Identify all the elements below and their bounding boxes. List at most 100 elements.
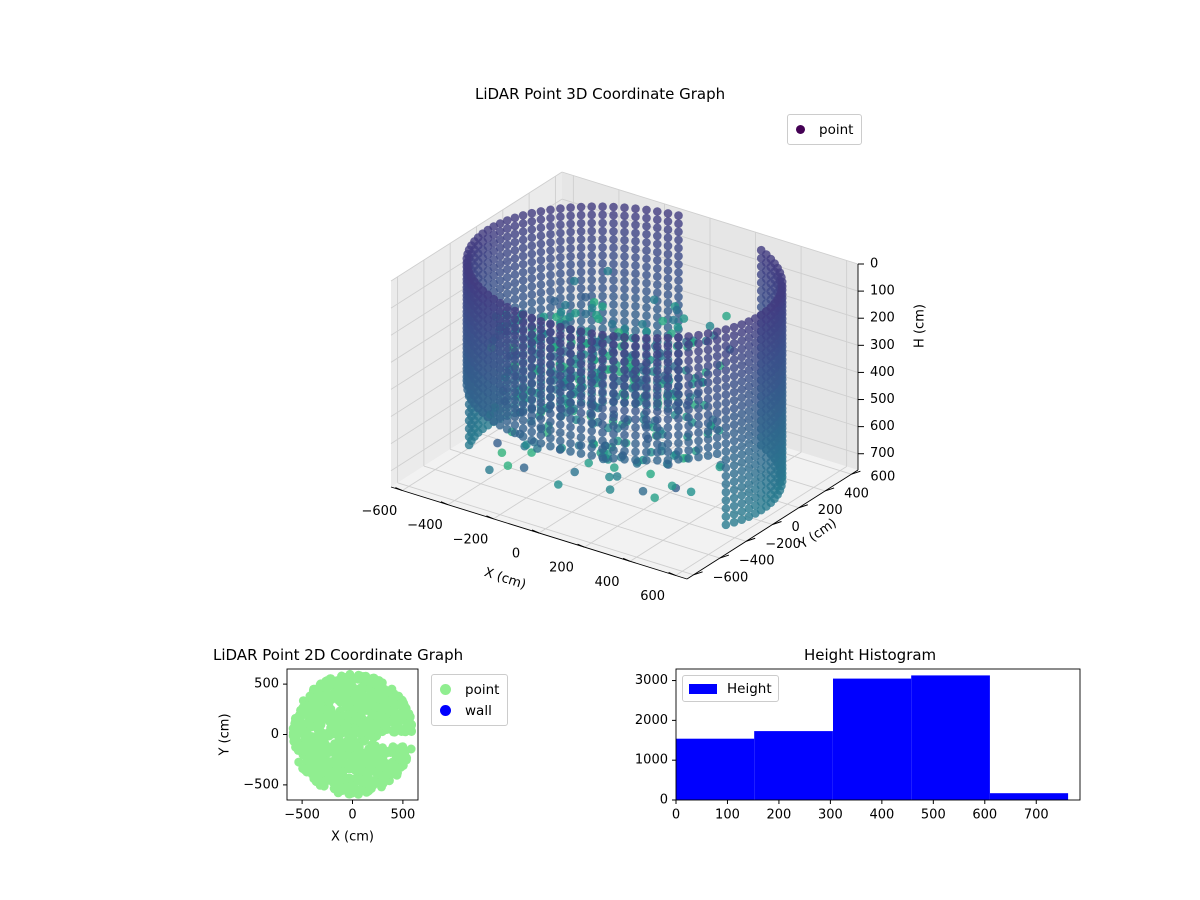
lidar-point-3d [610, 463, 619, 472]
lidar-point-3d [642, 447, 651, 457]
x-tick-label-hist: 500 [921, 808, 946, 823]
x-tick-mark [622, 557, 631, 562]
lidar-point-3d [674, 381, 683, 391]
lidar-point-3d [729, 420, 739, 430]
lidar-point-3d [642, 390, 651, 400]
lidar-point-3d [566, 349, 575, 359]
lidar-point-3d [712, 376, 722, 385]
lidar-point-3d [566, 430, 575, 440]
lidar-point-3d [663, 398, 673, 408]
x-tick-label-hist: 400 [869, 808, 894, 823]
lidar-point-3d [631, 390, 640, 400]
plot-frame [675, 668, 1081, 801]
lidar-point-3d [587, 275, 596, 285]
lidar-point-3d [587, 251, 596, 260]
lidar-point-3d [502, 424, 512, 434]
x-tick-label-hist: 600 [972, 808, 997, 823]
lidar-point-2d [338, 784, 348, 794]
lidar-point-3d [556, 236, 565, 246]
lidar-point-3d [721, 349, 731, 359]
lidar-point-3d [729, 469, 739, 478]
lidar-point-3d [663, 374, 673, 383]
lidar-point-3d [518, 243, 528, 253]
lidar-point-3d [737, 344, 746, 354]
lidar-point-3d [642, 423, 651, 433]
lidar-point-3d [737, 474, 746, 484]
lidar-point-3d [598, 302, 607, 311]
lidar-point-3d [744, 366, 754, 375]
lidar-point-3d [674, 406, 683, 415]
z-tick-label: 100 [870, 284, 895, 299]
lidar-point-3d [674, 251, 683, 261]
lidar-point-3d [737, 482, 746, 492]
lidar-point-3d [510, 339, 520, 348]
lidar-point-3d [712, 449, 722, 459]
lidar-point-3d [536, 280, 546, 289]
lidar-point-3d [536, 357, 546, 367]
lidar-point-3d [576, 343, 586, 353]
lidar-point-3d [495, 243, 505, 253]
lidar-point-3d [495, 372, 505, 381]
lidar-point-3d [587, 443, 596, 452]
lidar-point-3d [570, 467, 579, 477]
y-tick-label: −400 [739, 554, 775, 569]
lidar-point-3d [631, 415, 640, 424]
lidar-point-3d [672, 305, 682, 315]
lidar-point-3d [576, 441, 586, 450]
lidar-point-3d [518, 399, 528, 409]
lidar-point-3d [751, 468, 760, 478]
lidar-point-3d [703, 451, 713, 460]
lidar-point-2d [309, 774, 319, 784]
lidar-point-3d [631, 349, 640, 359]
lidar-point-3d [609, 235, 618, 244]
x-tick-label: 400 [595, 575, 620, 590]
z-tick-label: 500 [870, 392, 895, 407]
lidar-point-3d [684, 413, 693, 423]
lidar-point-3d [669, 315, 678, 325]
lidar-point-3d [653, 431, 662, 441]
lidar-point-3d [598, 259, 607, 268]
lidar-point-3d [653, 447, 662, 457]
lidar-point-3d [631, 341, 640, 351]
lidar-point-3d [536, 333, 546, 342]
x-tick-label-hist: 300 [818, 808, 843, 823]
z-tick-label: 200 [870, 311, 895, 326]
lidar-point-3d [556, 420, 565, 429]
lidar-point-3d [663, 406, 673, 416]
lidar-point-3d [721, 390, 731, 400]
lidar-point-3d [587, 451, 596, 460]
lidar-point-3d [503, 224, 512, 233]
lidar-point-3d [729, 363, 739, 373]
lidar-point-3d [729, 371, 739, 381]
z-tick-label: 400 [870, 365, 895, 380]
lidar-point-3d [712, 408, 722, 418]
lidar-point-3d [518, 219, 528, 228]
lidar-point-3d [576, 384, 586, 393]
lidar-point-3d [620, 324, 630, 334]
lidar-point-3d [703, 378, 713, 387]
lidar-point-3d [495, 412, 505, 422]
lidar-point-3d [744, 341, 754, 351]
lidar-point-3d [751, 493, 760, 502]
lidar-point-3d [609, 300, 618, 309]
lidar-point-3d [653, 415, 662, 424]
lidar-point-3d [703, 410, 713, 420]
lidar-point-3d [609, 210, 618, 220]
lidar-point-3d [527, 282, 537, 291]
lidar-point-3d [587, 283, 596, 293]
lidar-point-3d [576, 300, 586, 309]
lidar-point-2d [358, 777, 368, 787]
lidar-point-3d [703, 345, 713, 355]
lidar-point-3d [566, 284, 575, 294]
lidar-point-3d [518, 251, 528, 261]
lidar-point-3d [744, 325, 754, 335]
lidar-point-3d [576, 433, 586, 442]
lidar-point-3d [663, 358, 673, 367]
lidar-point-3d [609, 243, 618, 252]
y-tick-label-2d: −500 [243, 777, 279, 792]
y-tick-label: 600 [870, 470, 895, 485]
lidar-point-3d [536, 349, 546, 359]
lidar-point-3d [495, 355, 505, 365]
lidar-point-3d [536, 439, 546, 448]
lidar-point-3d [729, 428, 739, 438]
